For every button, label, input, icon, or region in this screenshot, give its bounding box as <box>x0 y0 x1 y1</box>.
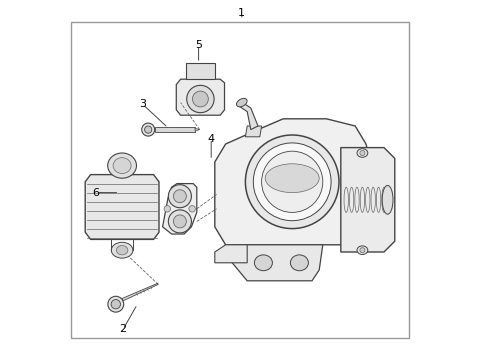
Text: 4: 4 <box>208 134 215 144</box>
Ellipse shape <box>357 149 368 157</box>
Text: 5: 5 <box>195 40 202 50</box>
Ellipse shape <box>142 123 155 136</box>
Ellipse shape <box>237 98 247 107</box>
Ellipse shape <box>245 135 339 229</box>
Ellipse shape <box>192 91 208 107</box>
Ellipse shape <box>253 143 331 221</box>
Ellipse shape <box>116 246 128 255</box>
Bar <box>71 22 409 338</box>
Text: 1: 1 <box>238 8 245 18</box>
Polygon shape <box>236 101 258 130</box>
Ellipse shape <box>173 190 186 203</box>
Ellipse shape <box>164 206 170 212</box>
Ellipse shape <box>168 210 192 233</box>
Polygon shape <box>163 184 197 234</box>
Ellipse shape <box>111 242 133 258</box>
Ellipse shape <box>290 255 308 271</box>
Text: 2: 2 <box>120 324 127 334</box>
Ellipse shape <box>108 296 124 312</box>
Polygon shape <box>186 63 215 79</box>
Polygon shape <box>85 175 159 239</box>
Polygon shape <box>195 128 200 131</box>
Polygon shape <box>215 245 247 263</box>
Polygon shape <box>229 245 323 281</box>
Polygon shape <box>245 126 262 137</box>
Ellipse shape <box>168 185 192 208</box>
Ellipse shape <box>360 150 365 156</box>
Polygon shape <box>341 148 395 252</box>
Ellipse shape <box>382 185 393 214</box>
Ellipse shape <box>173 215 186 228</box>
Polygon shape <box>155 127 195 132</box>
Polygon shape <box>122 283 158 301</box>
Ellipse shape <box>187 85 214 113</box>
Ellipse shape <box>357 246 368 255</box>
Ellipse shape <box>111 300 120 309</box>
Ellipse shape <box>108 153 136 178</box>
Ellipse shape <box>265 164 319 193</box>
Ellipse shape <box>262 151 323 212</box>
Ellipse shape <box>254 255 272 271</box>
Ellipse shape <box>189 206 195 212</box>
Polygon shape <box>176 79 225 115</box>
Text: 6: 6 <box>93 188 99 198</box>
Polygon shape <box>215 119 373 245</box>
Ellipse shape <box>113 158 131 174</box>
Ellipse shape <box>360 248 365 253</box>
Ellipse shape <box>144 126 152 133</box>
Text: 3: 3 <box>139 99 146 109</box>
